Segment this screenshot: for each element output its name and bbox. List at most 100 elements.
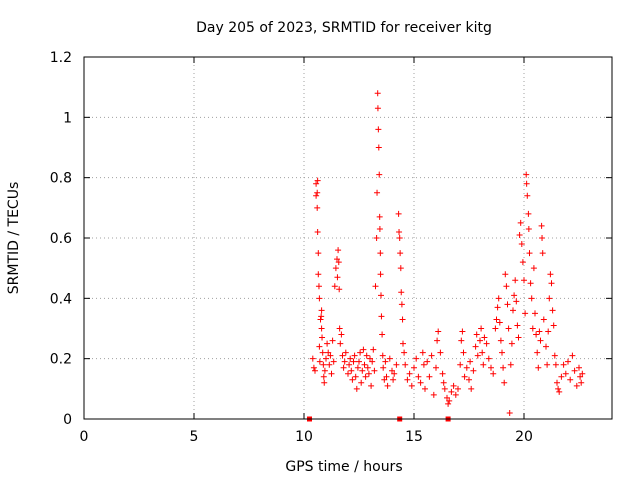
data-point [349,376,356,383]
data-point [327,352,334,359]
data-point [458,337,465,344]
data-point [439,370,446,377]
data-point [525,210,532,217]
data-point [555,385,562,392]
data-point [536,328,543,335]
data-point [473,331,480,338]
data-point [411,364,417,371]
data-point [530,265,537,272]
data-point [472,343,479,350]
data-point [500,364,507,371]
data-point [375,126,382,133]
data-point [379,331,386,338]
data-point [362,373,369,380]
data-point [495,295,502,302]
data-point [318,325,325,332]
data-point [397,250,404,257]
data-point [419,349,426,356]
data-point [468,385,475,392]
data-point [492,325,499,332]
x-tick-label: 0 [80,429,89,445]
data-point [466,376,472,383]
data-point [518,241,525,248]
data-point [540,316,547,323]
data-point [352,373,359,380]
data-point [331,283,338,290]
data-point [374,105,381,112]
data-point [565,358,571,365]
data-point [552,361,559,368]
x-tick-label: 20 [515,429,533,445]
data-point [312,367,318,374]
data-point [544,361,551,368]
data-point [364,364,371,371]
data-point [474,352,481,359]
data-point [523,180,530,187]
data-point [345,370,351,377]
data-point [573,382,580,389]
data-point [314,189,321,196]
y-tick-label: 1.2 [50,50,72,66]
y-tick-label: 0.4 [50,291,72,307]
data-point [377,250,384,257]
data-point [319,349,326,356]
data-point [558,373,565,380]
data-point [415,373,422,380]
data-point [545,328,552,335]
data-point [478,325,485,332]
data-point [320,361,327,368]
data-point [426,373,433,380]
data-point [373,235,380,241]
data-point [528,295,535,302]
y-tick-label: 0.8 [50,171,72,187]
data-point [523,171,530,178]
data-point [493,316,500,323]
data-point [488,364,494,371]
data-point [537,337,544,344]
data-point [446,397,453,404]
data-point [386,355,393,362]
data-point [477,337,483,344]
data-point [314,204,321,211]
data-point [519,259,526,266]
data-point [330,358,337,365]
data-point [433,364,439,371]
data-point [337,340,344,347]
data-point [502,271,509,278]
data-point [550,322,557,329]
data-point [341,358,348,365]
data-point [408,382,415,389]
data-point [534,349,541,356]
data-point [569,352,576,359]
data-point [413,355,420,362]
data-point [323,355,329,362]
data-point [577,373,584,380]
data-point [372,283,379,290]
data-point [505,325,512,332]
data-point [400,340,406,347]
data-point [463,364,470,371]
data-point [361,361,368,368]
data-point [420,361,427,368]
x-tick-label: 5 [190,429,199,445]
data-point [339,352,346,359]
data-point [459,328,466,335]
data-point [539,250,546,257]
data-point [370,346,377,353]
data-point [354,364,361,371]
data-point [533,331,540,338]
data-points [309,90,586,416]
data-point [538,222,545,229]
x-tick-label: 15 [405,429,423,445]
data-point [499,349,505,356]
data-point [548,280,555,287]
data-point [567,376,574,383]
data-point [342,349,349,356]
data-point [485,355,492,362]
data-point [328,370,335,377]
data-point [350,358,357,365]
data-point [521,277,527,284]
data-point [389,367,395,374]
data-point [360,346,367,353]
